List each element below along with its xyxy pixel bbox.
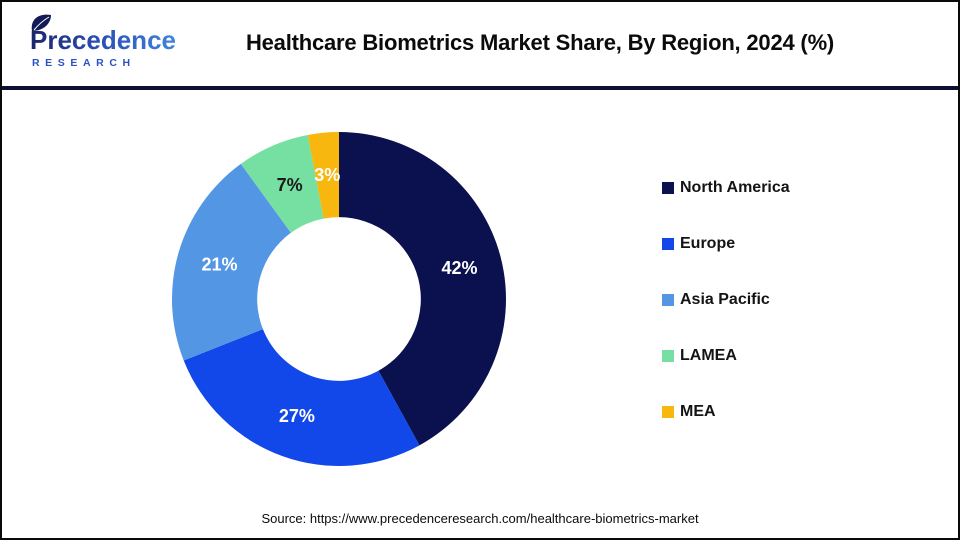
- legend-label: North America: [680, 179, 790, 196]
- donut-segment-lamea: [240, 134, 324, 233]
- legend-label: LAMEA: [680, 347, 737, 364]
- legend: North America Europe Asia Pacific LAMEA MEA: [662, 174, 790, 426]
- data-label-europe: 27%: [279, 406, 315, 426]
- data-label-north-america: 42%: [441, 258, 477, 278]
- legend-item-asia-pacific: Asia Pacific: [662, 286, 790, 314]
- precedence-research-logo: Precedence RESEARCH: [30, 14, 176, 69]
- legend-label: Asia Pacific: [680, 291, 770, 308]
- legend-swatch-icon: [662, 350, 674, 362]
- donut-segment-north-america: [339, 132, 506, 446]
- legend-item-north-america: North America: [662, 174, 790, 202]
- legend-swatch-icon: [662, 406, 674, 418]
- data-label-asia-pacific: 21%: [201, 254, 237, 274]
- legend-label: MEA: [680, 403, 716, 420]
- chart-area: 42% 27% 21% 7% 3% North America Europe Asia Pa…: [2, 90, 960, 510]
- legend-swatch-icon: [662, 294, 674, 306]
- data-label-mea: 3%: [314, 165, 340, 185]
- legend-swatch-icon: [662, 238, 674, 250]
- donut-segment-mea: [307, 132, 339, 219]
- header-divider: [2, 86, 958, 90]
- header: Precedence RESEARCH Healthcare Biometric…: [2, 2, 958, 86]
- donut-segment-asia-pacific: [171, 163, 291, 361]
- donut-segment-europe: [183, 329, 420, 466]
- legend-item-europe: Europe: [662, 230, 790, 258]
- legend-item-mea: MEA: [662, 398, 790, 426]
- chart-title: Healthcare Biometrics Market Share, By R…: [245, 30, 835, 55]
- legend-label: Europe: [680, 235, 736, 252]
- logo-wordmark: Precedence: [30, 25, 176, 55]
- legend-swatch-icon: [662, 182, 674, 194]
- logo-subname: RESEARCH: [32, 57, 136, 69]
- donut-chart: 42% 27% 21% 7% 3%: [171, 132, 506, 466]
- source-note: Source: https://www.precedenceresearch.c…: [261, 511, 699, 526]
- leaf-stem: [33, 16, 50, 31]
- data-label-lamea: 7%: [277, 175, 303, 195]
- legend-item-lamea: LAMEA: [662, 342, 790, 370]
